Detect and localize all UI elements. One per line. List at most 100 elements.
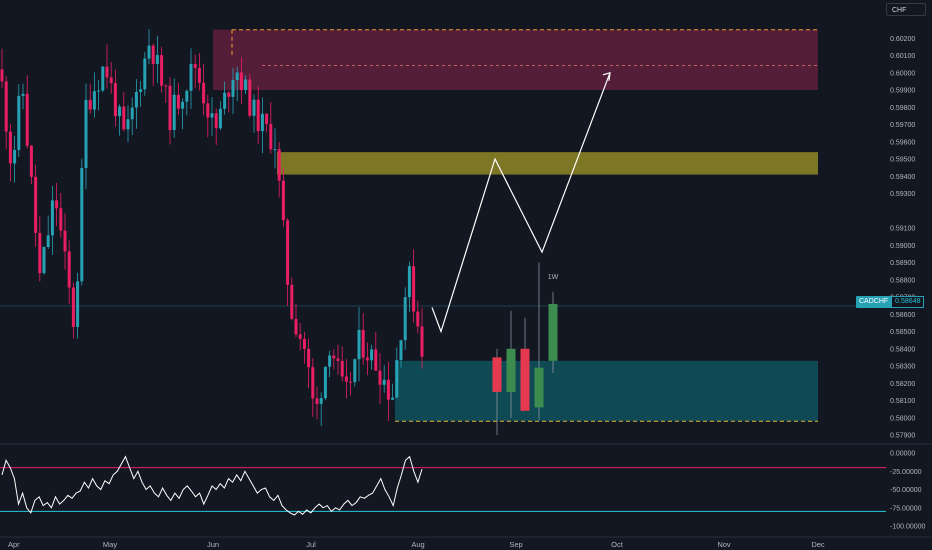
candle-body — [349, 381, 353, 383]
candle-69 — [290, 277, 294, 321]
candle-11 — [46, 215, 50, 249]
price-axis-tick-12: 0.58900 — [890, 260, 915, 267]
candle-body — [294, 318, 298, 335]
price-axis-tick-1: 0.60100 — [890, 53, 915, 60]
candle-body — [407, 266, 411, 298]
weekly-candle-body — [534, 367, 544, 408]
candle-body — [168, 85, 172, 131]
weekly-candle-body — [492, 357, 502, 392]
price-axis-tick-4: 0.59800 — [890, 105, 915, 112]
supply-zone — [213, 29, 818, 91]
candle-9 — [38, 216, 42, 282]
candle-34 — [143, 52, 147, 96]
candle-body — [319, 398, 323, 404]
candle-50 — [210, 97, 214, 136]
time-axis-tick-apr: Apr — [8, 540, 20, 549]
candle-body — [344, 376, 348, 382]
candle-64 — [269, 102, 273, 154]
currency-badge[interactable]: CHF — [886, 3, 926, 16]
candle-body — [420, 326, 424, 357]
candle-body — [382, 379, 386, 385]
price-axis-tick-21: 0.58000 — [890, 415, 915, 422]
candle-body — [155, 55, 159, 64]
price-axis-tick-7: 0.59500 — [890, 157, 915, 164]
candle-body — [17, 95, 21, 150]
candle-22 — [92, 72, 96, 118]
candle-body — [25, 93, 29, 146]
weekly-candles — [492, 262, 558, 435]
candle-body — [118, 106, 122, 117]
weekly-candle-body — [520, 348, 530, 411]
candle-87 — [365, 342, 369, 376]
candle-body — [34, 176, 38, 234]
candle-body — [302, 338, 306, 349]
candle-97 — [407, 261, 411, 313]
candle-95 — [399, 339, 403, 368]
candle-52 — [218, 101, 222, 131]
candle-76 — [319, 392, 323, 426]
candle-79 — [332, 349, 336, 370]
candle-body — [181, 101, 185, 109]
price-axis-tick-18: 0.58300 — [890, 364, 915, 371]
candle-30 — [126, 105, 130, 143]
candle-18 — [76, 272, 80, 339]
time-axis-tick-may: May — [103, 540, 117, 549]
candle-body — [147, 45, 151, 59]
candle-body — [143, 58, 147, 90]
candle-body — [113, 83, 117, 117]
candle-body — [76, 281, 80, 327]
candle-body — [206, 103, 210, 118]
candle-81 — [340, 346, 344, 382]
candle-19 — [80, 158, 84, 286]
candle-1 — [4, 76, 8, 149]
candle-body — [172, 94, 176, 131]
candle-74 — [311, 358, 315, 417]
candle-39 — [164, 84, 168, 104]
candle-49 — [206, 94, 210, 138]
rsi-axis-tick-2: -50.00000 — [890, 487, 922, 494]
price-axis-tick-9: 0.59300 — [890, 191, 915, 198]
candle-body — [189, 63, 193, 91]
candle-4 — [17, 84, 21, 157]
price-axis-tick-13: 0.58800 — [890, 277, 915, 284]
rsi-axis-tick-3: -75.00000 — [890, 505, 922, 512]
candle-40 — [168, 76, 172, 145]
weekly-candle-body — [506, 348, 516, 392]
candle-71 — [298, 323, 302, 351]
candle-body — [214, 113, 218, 129]
price-axis-tick-5: 0.59700 — [890, 122, 915, 129]
candle-60 — [252, 94, 256, 133]
weekly-candle-0 — [492, 348, 502, 435]
candle-body — [412, 266, 416, 312]
candle-body — [239, 72, 243, 91]
candle-26 — [109, 61, 113, 94]
candle-7 — [29, 144, 33, 185]
candle-body — [210, 113, 214, 118]
candle-78 — [328, 350, 332, 378]
candle-75 — [315, 386, 319, 420]
candle-88 — [370, 344, 374, 370]
candle-body — [202, 82, 206, 104]
candle-body — [223, 92, 227, 109]
candle-body — [399, 340, 403, 361]
historical-candles — [0, 29, 424, 426]
candle-body — [235, 72, 239, 80]
candle-body — [134, 91, 138, 108]
candle-20 — [84, 83, 88, 190]
candle-body — [336, 358, 340, 361]
candle-body — [101, 66, 105, 91]
candle-90 — [378, 353, 382, 405]
projection-arrowhead — [602, 71, 611, 81]
candle-10 — [42, 246, 46, 275]
candle-100 — [420, 307, 424, 369]
candle-3 — [13, 135, 17, 183]
candle-27 — [113, 69, 117, 127]
candle-body — [328, 355, 332, 367]
candle-98 — [412, 249, 416, 323]
mid-zone — [277, 152, 818, 175]
rsi-axis-tick-0: 0.00000 — [890, 451, 915, 458]
candle-13 — [55, 182, 59, 227]
candle-91 — [382, 365, 386, 393]
candle-33 — [139, 80, 143, 107]
